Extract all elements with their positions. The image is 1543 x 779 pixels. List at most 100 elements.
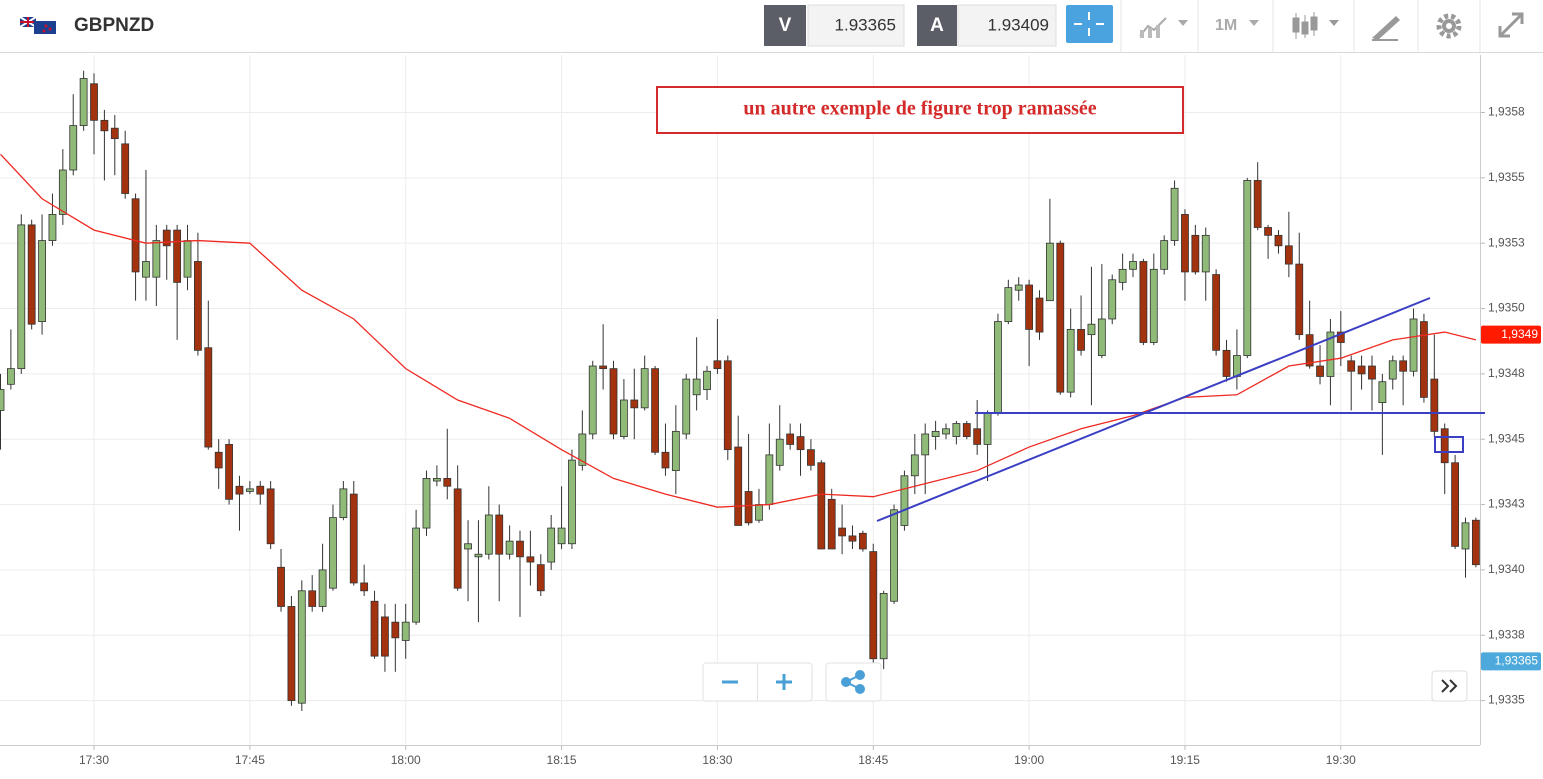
- candle-body-up: [1243, 180, 1252, 356]
- crosshair-icon: [1074, 12, 1104, 36]
- candle-body-up: [1378, 381, 1387, 404]
- timeframe-button[interactable]: 1M: [1215, 17, 1259, 34]
- candle-body-up: [79, 78, 88, 126]
- share-button[interactable]: [825, 662, 882, 702]
- candle-body-down: [1420, 321, 1428, 398]
- candle-body-up: [183, 240, 192, 278]
- candle-body-up: [1461, 522, 1470, 550]
- candle-body-down: [516, 540, 524, 558]
- candle-body-up: [464, 543, 472, 550]
- candle-body-down: [713, 360, 722, 370]
- candle-body-down: [609, 368, 618, 435]
- candle-body-down: [827, 498, 836, 550]
- candle-body-down: [381, 616, 389, 657]
- y-tick-label: 1,9355: [1488, 170, 1525, 184]
- moving-average: [0, 153, 1477, 508]
- bid-button[interactable]: [764, 5, 806, 46]
- x-tick-label: 17:45: [235, 753, 265, 767]
- fullscreen-button[interactable]: [1498, 12, 1524, 38]
- drawing-tool-button[interactable]: [1372, 16, 1400, 41]
- candle-body-up: [0, 389, 5, 411]
- annotation-box: [656, 86, 1184, 134]
- candle-body-up: [432, 478, 441, 482]
- settings-button[interactable]: [1436, 13, 1462, 39]
- candle-body-down: [225, 444, 233, 500]
- y-tick-label: 1,9338: [1488, 627, 1525, 641]
- flag-icon: [19, 16, 56, 34]
- candle-body-down: [370, 600, 379, 657]
- price-tags: 1,9349 1,93365: [1481, 325, 1541, 671]
- y-tick-label: 1,9353: [1488, 235, 1525, 249]
- candle-body-up: [318, 569, 327, 607]
- candle-style-button[interactable]: [1292, 12, 1339, 39]
- x-tick-label: 18:15: [547, 753, 577, 767]
- x-tick-label: 19:30: [1326, 753, 1356, 767]
- candle-body-down: [848, 535, 857, 542]
- candle-body-up: [671, 430, 680, 471]
- candle-body-up: [142, 261, 150, 278]
- candle-body-up: [1045, 242, 1054, 302]
- candle-body-up: [765, 454, 774, 505]
- candle-body-down: [1357, 365, 1366, 375]
- candle-body-up: [983, 412, 992, 445]
- candle-body-down: [495, 514, 504, 555]
- candle-body-up: [484, 514, 493, 555]
- scroll-end-icon: [1441, 679, 1458, 693]
- chart-type-button[interactable]: [1139, 17, 1188, 38]
- candle-body-up: [1118, 268, 1127, 283]
- candle-body-up: [6, 368, 15, 385]
- candle-body-down: [121, 143, 130, 194]
- candle-body-down: [1471, 519, 1480, 566]
- candle-body-up: [755, 504, 763, 521]
- candle-body-down: [173, 229, 182, 283]
- candle-body-down: [1430, 378, 1439, 432]
- candle-body-down: [27, 224, 36, 325]
- candle-body-down: [858, 532, 867, 550]
- candle-body-up: [692, 378, 701, 396]
- candle-body-down: [734, 446, 743, 526]
- candle-body-down: [838, 527, 846, 537]
- scroll-end-button[interactable]: [1431, 670, 1468, 702]
- candle-body-down: [630, 399, 639, 409]
- zoom-in-button[interactable]: [776, 674, 792, 690]
- candle-body-down: [723, 360, 732, 451]
- candle-body-down: [661, 451, 670, 469]
- crosshair-button[interactable]: [1066, 5, 1113, 43]
- candle-body-up: [890, 509, 898, 602]
- candle-body-down: [453, 488, 462, 589]
- symbol: GBPNZD: [74, 15, 154, 36]
- ask-button[interactable]: [917, 5, 957, 46]
- candle-body-up: [329, 517, 337, 589]
- candle-body-down: [1284, 245, 1293, 265]
- candle-body-down: [1264, 227, 1272, 236]
- candle-body-up: [474, 553, 483, 558]
- ask-box: [957, 4, 1057, 47]
- candle-body-down: [1347, 360, 1356, 372]
- x-tick-label: 19:00: [1014, 753, 1044, 767]
- x-tick-label: 17:30: [79, 753, 109, 767]
- candle-body-down: [235, 485, 244, 495]
- candle-body-down: [1399, 360, 1408, 372]
- header: GBPNZD V 1.93365 A 1.93409 1M: [0, 0, 1543, 53]
- candle-body-up: [401, 621, 410, 641]
- candle-body-up: [1097, 318, 1106, 356]
- candle-body-down: [1035, 297, 1044, 333]
- candle-body-up: [58, 169, 67, 215]
- candle-body-up: [505, 540, 514, 555]
- share-icon: [841, 670, 865, 694]
- candle-body-up: [910, 454, 919, 477]
- candle-body-down: [287, 606, 296, 701]
- candle-body-down: [1056, 242, 1065, 393]
- candle-body-up: [48, 214, 57, 241]
- candle-body-up: [69, 125, 78, 171]
- candle-body-up: [339, 488, 348, 519]
- annotation: un autre exemple de figure trop ramassée: [743, 98, 1096, 120]
- candle-body-down: [1451, 462, 1459, 547]
- candle-body-down: [651, 368, 659, 453]
- x-tick-label: 19:15: [1170, 753, 1200, 767]
- candle-body-up: [588, 365, 597, 435]
- candle-body-down: [1274, 234, 1283, 247]
- candle-body-up: [931, 430, 940, 437]
- price-tag: [1481, 325, 1541, 344]
- candle-body-down: [817, 462, 826, 550]
